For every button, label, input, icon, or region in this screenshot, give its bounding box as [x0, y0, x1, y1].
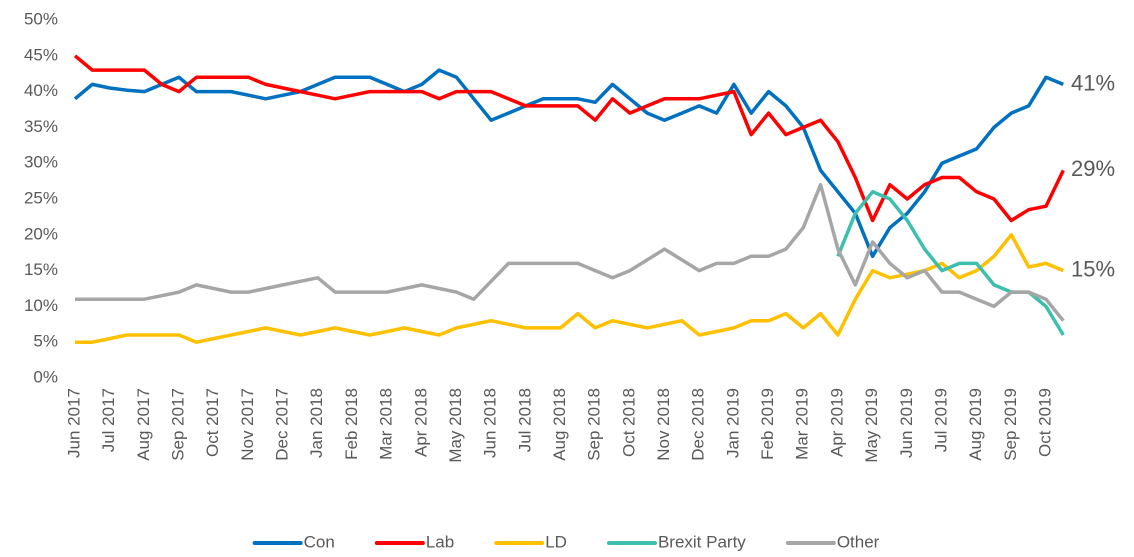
x-tick-label: Jan 2019	[723, 388, 742, 458]
x-tick-label: Oct 2019	[1035, 388, 1054, 457]
x-tick-label: Jul 2019	[931, 388, 950, 452]
x-tick-label: Jul 2017	[99, 388, 118, 452]
series-line	[75, 233, 1064, 344]
series-line	[836, 190, 1065, 336]
x-tick-label: Dec 2017	[273, 388, 292, 461]
x-tick-label: May 2018	[446, 388, 465, 463]
y-tick-label: 35%	[24, 117, 58, 136]
y-tick-label: 40%	[24, 81, 58, 100]
x-tick-label: Aug 2018	[550, 388, 569, 461]
y-tick-label: 10%	[24, 296, 58, 315]
y-tick-label: 20%	[24, 224, 58, 243]
legend-label: Lab	[426, 532, 454, 551]
x-tick-label: Sep 2019	[1001, 388, 1020, 461]
x-tick-label: Sep 2018	[585, 388, 604, 461]
y-tick-label: 45%	[24, 45, 58, 64]
end-label: 29%	[1071, 156, 1115, 181]
x-tick-label: Apr 2019	[827, 388, 846, 457]
series-line	[73, 68, 1064, 259]
x-tick-label: Aug 2019	[966, 388, 985, 461]
y-tick-label: 15%	[24, 260, 58, 279]
x-tick-label: Oct 2018	[619, 388, 638, 457]
x-tick-label: Jun 2017	[64, 388, 83, 458]
series-line	[75, 182, 1065, 322]
x-tick-label: Nov 2018	[654, 388, 673, 461]
x-tick-label: Jan 2018	[307, 388, 326, 458]
legend-item: Brexit Party	[606, 532, 746, 551]
y-tick-label: 50%	[24, 9, 58, 28]
end-label: 41%	[1071, 70, 1115, 95]
x-tick-label: Nov 2017	[238, 388, 257, 461]
legend-item: LD	[494, 532, 567, 551]
y-tick-label: 0%	[33, 367, 58, 386]
x-tick-label: Jun 2018	[481, 388, 500, 458]
x-tick-label: Oct 2017	[203, 388, 222, 457]
legend-item: Con	[252, 532, 335, 551]
x-tick-label: Sep 2017	[169, 388, 188, 461]
x-tick-label: Feb 2019	[758, 388, 777, 460]
x-tick-label: May 2019	[862, 388, 881, 463]
x-tick-label: Aug 2017	[134, 388, 153, 461]
x-tick-label: Jun 2019	[897, 388, 916, 458]
legend-item: Lab	[374, 532, 454, 551]
legend-label: Other	[837, 532, 880, 551]
x-tick-label: Apr 2018	[411, 388, 430, 457]
legend-label: LD	[545, 532, 567, 551]
y-tick-label: 25%	[24, 188, 58, 207]
x-tick-label: Jul 2018	[515, 388, 534, 452]
end-label: 15%	[1071, 256, 1115, 281]
legend-item: Other	[785, 532, 880, 551]
x-tick-label: Feb 2018	[342, 388, 361, 460]
y-tick-label: 30%	[24, 153, 58, 172]
legend-label: Brexit Party	[658, 532, 746, 551]
x-tick-label: Mar 2018	[377, 388, 396, 460]
x-tick-label: Mar 2019	[793, 388, 812, 460]
x-tick-label: Dec 2018	[689, 388, 708, 461]
series-line	[73, 54, 1065, 223]
legend-label: Con	[304, 532, 335, 551]
y-tick-label: 5%	[33, 332, 58, 351]
